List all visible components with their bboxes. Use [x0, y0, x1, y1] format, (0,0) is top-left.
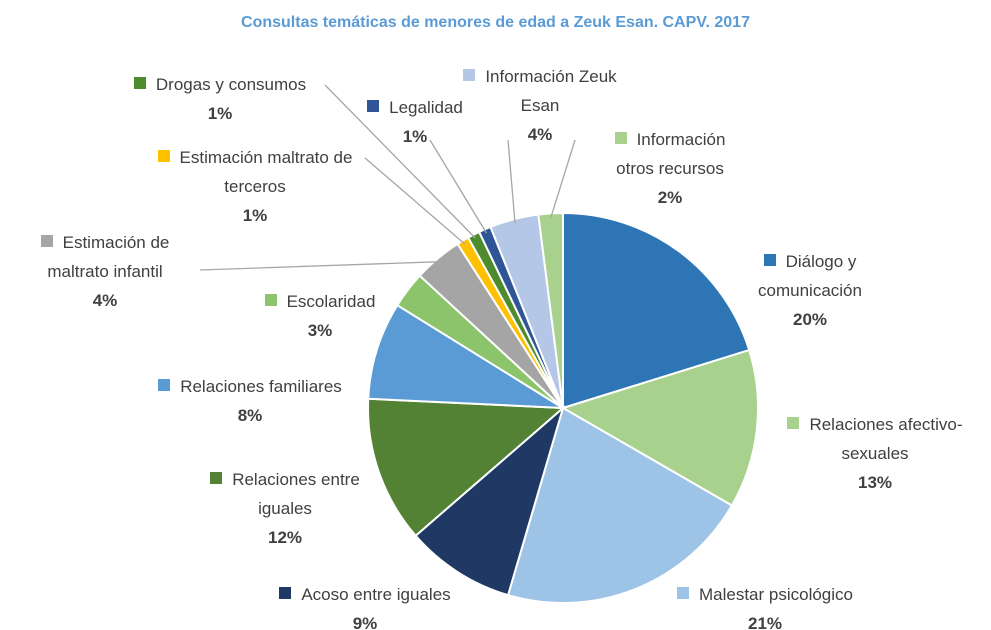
slice-label: Malestar psicológico 21%	[650, 580, 880, 630]
value-label: 1%	[207, 104, 233, 123]
category-label: Estimación maltrato de terceros	[179, 148, 353, 196]
pie-slice	[506, 406, 734, 604]
value-label: 1%	[402, 127, 428, 146]
legend-swatch	[158, 379, 171, 391]
leader-line	[364, 157, 466, 245]
value-label: 3%	[307, 321, 333, 340]
slice-label: Información otros recursos 2%	[600, 125, 740, 212]
value-label: 12%	[267, 528, 303, 547]
value-label: 4%	[92, 291, 118, 310]
leader-line	[507, 139, 516, 224]
legend-swatch	[133, 77, 146, 89]
category-label: Relaciones afectivo-sexuales	[809, 415, 963, 463]
category-label: Escolaridad	[286, 292, 376, 311]
pie-slice	[414, 405, 565, 597]
category-label: Información otros recursos	[616, 130, 726, 178]
category-label: Información Zeuk Esan	[485, 67, 617, 115]
pie-slice	[537, 211, 564, 409]
leader-line	[550, 139, 576, 218]
slice-label: Legalidad 1%	[350, 93, 480, 151]
legend-swatch	[210, 472, 223, 484]
leader-line	[199, 261, 441, 271]
slice-label: Estimación maltrato de terceros 1%	[130, 143, 380, 230]
value-label: 2%	[657, 188, 683, 207]
legend-swatch	[157, 150, 170, 162]
category-label: Relaciones familiares	[180, 377, 342, 396]
value-label: 1%	[242, 206, 268, 225]
category-label: Acoso entre iguales	[301, 585, 451, 604]
legend-swatch	[264, 294, 277, 306]
pie-slice	[560, 348, 759, 507]
pie-slice	[367, 303, 567, 410]
slice-label: Relaciones afectivo-sexuales 13%	[765, 410, 985, 497]
legend-swatch	[367, 100, 380, 112]
slice-label: Drogas y consumos 1%	[105, 70, 335, 128]
legend-swatch	[676, 587, 689, 599]
category-label: Legalidad	[389, 98, 463, 117]
legend-swatch	[763, 254, 776, 266]
leader-line	[429, 139, 487, 234]
category-label: Diálogo y comunicación	[758, 252, 862, 300]
pie-slice	[562, 211, 751, 410]
pie-slice	[367, 397, 566, 538]
slice-label: Acoso entre iguales 9%	[245, 580, 485, 630]
category-label: Drogas y consumos	[155, 75, 307, 94]
slice-label: Escolaridad 3%	[245, 287, 395, 345]
value-label: 9%	[352, 614, 378, 630]
slice-label: Relaciones familiares 8%	[120, 372, 380, 430]
value-label: 20%	[792, 310, 828, 329]
slice-label: Estimación de maltrato infantil 4%	[10, 228, 200, 315]
legend-swatch	[787, 417, 800, 429]
slice-label: Diálogo y comunicación 20%	[715, 247, 905, 334]
value-label: 8%	[237, 406, 263, 425]
chart-title: Consultas temáticas de menores de edad a…	[241, 14, 750, 31]
legend-swatch	[279, 587, 292, 599]
value-label: 21%	[747, 614, 783, 630]
category-label: Relaciones entre iguales	[232, 470, 360, 518]
value-label: 4%	[527, 125, 553, 144]
leader-line	[324, 84, 476, 239]
value-label: 13%	[857, 473, 893, 492]
category-label: Estimación de maltrato infantil	[47, 233, 170, 281]
legend-swatch	[40, 235, 53, 247]
slice-label: Información Zeuk Esan 4%	[460, 62, 620, 149]
slice-label: Relaciones entre iguales 12%	[185, 465, 385, 552]
category-label: Malestar psicológico	[698, 585, 853, 604]
legend-swatch	[463, 69, 476, 81]
legend-swatch	[614, 132, 627, 144]
